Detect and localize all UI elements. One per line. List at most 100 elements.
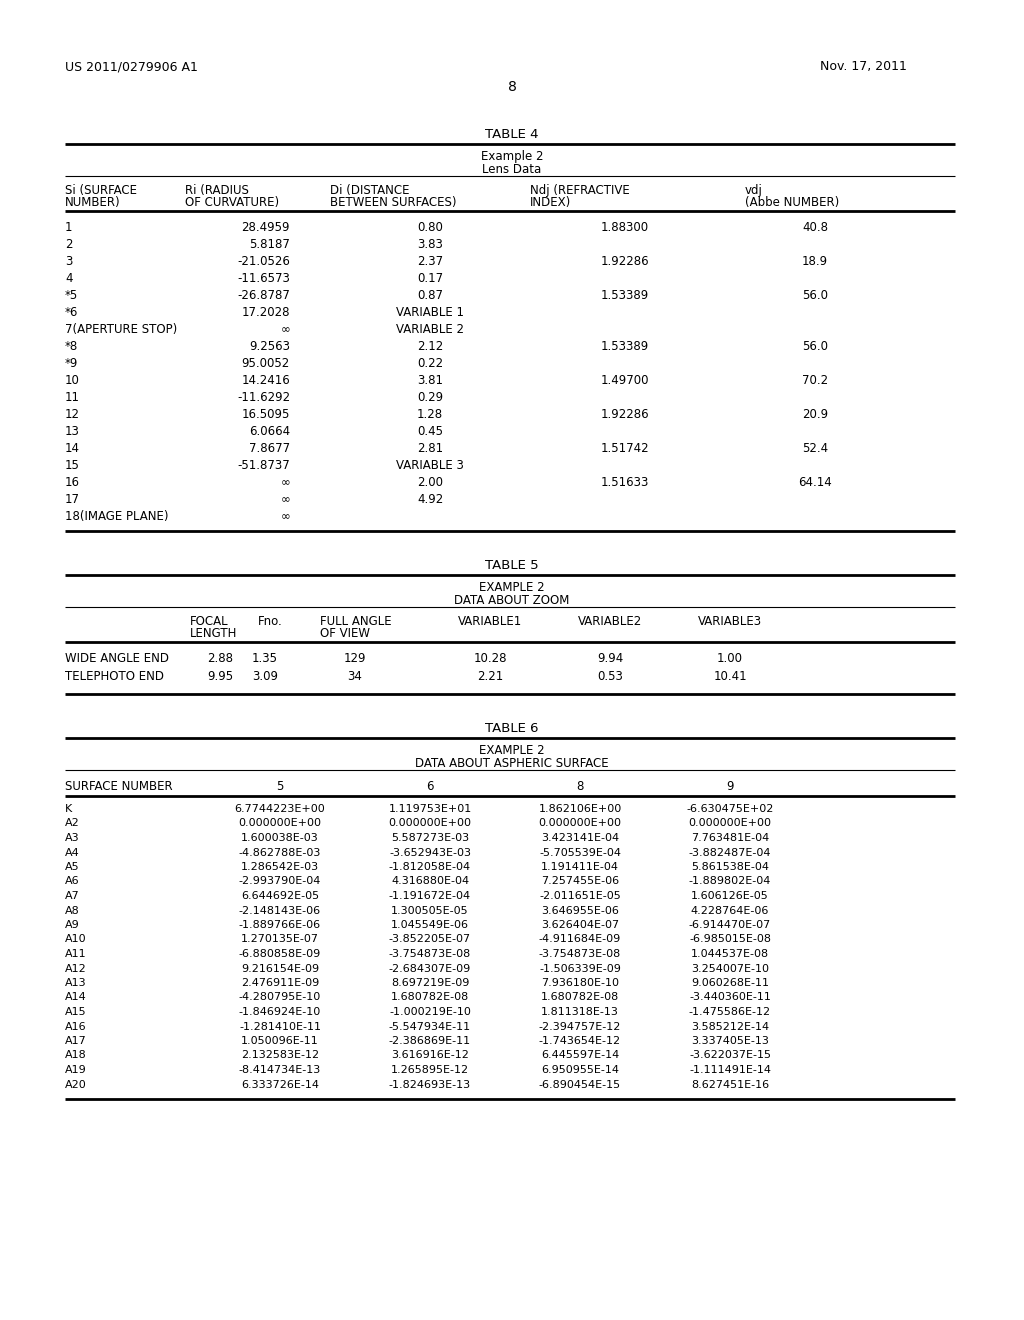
Text: 95.0052: 95.0052: [242, 356, 290, 370]
Text: 40.8: 40.8: [802, 220, 828, 234]
Text: 5: 5: [276, 780, 284, 793]
Text: -1.111491E-14: -1.111491E-14: [689, 1065, 771, 1074]
Text: Example 2: Example 2: [480, 150, 544, 162]
Text: 1.862106E+00: 1.862106E+00: [539, 804, 622, 814]
Text: 4.316880E-04: 4.316880E-04: [391, 876, 469, 887]
Text: A13: A13: [65, 978, 87, 987]
Text: 9.216154E-09: 9.216154E-09: [241, 964, 319, 974]
Text: 1.300505E-05: 1.300505E-05: [391, 906, 469, 916]
Text: Si (SURFACE: Si (SURFACE: [65, 183, 137, 197]
Text: -1.000219E-10: -1.000219E-10: [389, 1007, 471, 1016]
Text: 56.0: 56.0: [802, 289, 828, 302]
Text: -4.280795E-10: -4.280795E-10: [239, 993, 322, 1002]
Text: 14: 14: [65, 442, 80, 455]
Text: 9.060268E-11: 9.060268E-11: [691, 978, 769, 987]
Text: 1.811318E-13: 1.811318E-13: [541, 1007, 618, 1016]
Text: Lens Data: Lens Data: [482, 162, 542, 176]
Text: 1: 1: [65, 220, 73, 234]
Text: -11.6292: -11.6292: [237, 391, 290, 404]
Text: TELEPHOTO END: TELEPHOTO END: [65, 671, 164, 682]
Text: -1.812058E-04: -1.812058E-04: [389, 862, 471, 873]
Text: -3.440360E-11: -3.440360E-11: [689, 993, 771, 1002]
Text: 2.21: 2.21: [477, 671, 503, 682]
Text: -5.705539E-04: -5.705539E-04: [539, 847, 621, 858]
Text: 3.616916E-12: 3.616916E-12: [391, 1051, 469, 1060]
Text: 2.00: 2.00: [417, 477, 443, 488]
Text: WIDE ANGLE END: WIDE ANGLE END: [65, 652, 169, 665]
Text: OF VIEW: OF VIEW: [319, 627, 370, 640]
Text: -1.889766E-06: -1.889766E-06: [239, 920, 322, 931]
Text: 17.2028: 17.2028: [242, 306, 290, 319]
Text: A19: A19: [65, 1065, 87, 1074]
Text: A8: A8: [65, 906, 80, 916]
Text: 8: 8: [508, 81, 516, 94]
Text: ∞: ∞: [281, 477, 290, 488]
Text: 13: 13: [65, 425, 80, 438]
Text: -5.547934E-11: -5.547934E-11: [389, 1022, 471, 1031]
Text: A12: A12: [65, 964, 87, 974]
Text: -1.846924E-10: -1.846924E-10: [239, 1007, 322, 1016]
Text: SURFACE NUMBER: SURFACE NUMBER: [65, 780, 173, 793]
Text: -3.754873E-08: -3.754873E-08: [539, 949, 622, 960]
Text: EXAMPLE 2: EXAMPLE 2: [479, 581, 545, 594]
Text: -1.743654E-12: -1.743654E-12: [539, 1036, 622, 1045]
Text: 0.45: 0.45: [417, 425, 443, 438]
Text: 6: 6: [426, 780, 434, 793]
Text: 1.191411E-04: 1.191411E-04: [541, 862, 618, 873]
Text: 6.950955E-14: 6.950955E-14: [541, 1065, 618, 1074]
Text: 1.680782E-08: 1.680782E-08: [391, 993, 469, 1002]
Text: 7.936180E-10: 7.936180E-10: [541, 978, 618, 987]
Text: TABLE 5: TABLE 5: [485, 558, 539, 572]
Text: 1.045549E-06: 1.045549E-06: [391, 920, 469, 931]
Text: A10: A10: [65, 935, 87, 945]
Text: 10.41: 10.41: [713, 671, 746, 682]
Text: 9.95: 9.95: [207, 671, 233, 682]
Text: 129: 129: [344, 652, 367, 665]
Text: 3.423141E-04: 3.423141E-04: [541, 833, 620, 843]
Text: 3.81: 3.81: [417, 374, 443, 387]
Text: A11: A11: [65, 949, 87, 960]
Text: ∞: ∞: [281, 492, 290, 506]
Text: 3.626404E-07: 3.626404E-07: [541, 920, 620, 931]
Text: 7.763481E-04: 7.763481E-04: [691, 833, 769, 843]
Text: 7.8677: 7.8677: [249, 442, 290, 455]
Text: 6.0664: 6.0664: [249, 425, 290, 438]
Text: 1.92286: 1.92286: [601, 255, 649, 268]
Text: -1.824693E-13: -1.824693E-13: [389, 1080, 471, 1089]
Text: 7.257455E-06: 7.257455E-06: [541, 876, 620, 887]
Text: ∞: ∞: [281, 323, 290, 337]
Text: 0.000000E+00: 0.000000E+00: [239, 818, 322, 829]
Text: EXAMPLE 2: EXAMPLE 2: [479, 744, 545, 756]
Text: A20: A20: [65, 1080, 87, 1089]
Text: 5.8187: 5.8187: [249, 238, 290, 251]
Text: 2.88: 2.88: [207, 652, 233, 665]
Text: 12: 12: [65, 408, 80, 421]
Text: Nov. 17, 2011: Nov. 17, 2011: [820, 59, 907, 73]
Text: 3: 3: [65, 255, 73, 268]
Text: 10: 10: [65, 374, 80, 387]
Text: -8.414734E-13: -8.414734E-13: [239, 1065, 322, 1074]
Text: -2.011651E-05: -2.011651E-05: [539, 891, 621, 902]
Text: 0.53: 0.53: [597, 671, 623, 682]
Text: 0.80: 0.80: [417, 220, 443, 234]
Text: 2.81: 2.81: [417, 442, 443, 455]
Text: VARIABLE2: VARIABLE2: [578, 615, 642, 628]
Text: Fno.: Fno.: [258, 615, 283, 628]
Text: A16: A16: [65, 1022, 87, 1031]
Text: 0.000000E+00: 0.000000E+00: [539, 818, 622, 829]
Text: 70.2: 70.2: [802, 374, 828, 387]
Text: -6.630475E+02: -6.630475E+02: [686, 804, 774, 814]
Text: INDEX): INDEX): [530, 195, 571, 209]
Text: *5: *5: [65, 289, 78, 302]
Text: TABLE 4: TABLE 4: [485, 128, 539, 141]
Text: 0.87: 0.87: [417, 289, 443, 302]
Text: 1.49700: 1.49700: [601, 374, 649, 387]
Text: 9.94: 9.94: [597, 652, 624, 665]
Text: -3.852205E-07: -3.852205E-07: [389, 935, 471, 945]
Text: *9: *9: [65, 356, 79, 370]
Text: -4.862788E-03: -4.862788E-03: [239, 847, 322, 858]
Text: -3.622037E-15: -3.622037E-15: [689, 1051, 771, 1060]
Text: 2.12: 2.12: [417, 341, 443, 352]
Text: 1.51633: 1.51633: [601, 477, 649, 488]
Text: BETWEEN SURFACES): BETWEEN SURFACES): [330, 195, 457, 209]
